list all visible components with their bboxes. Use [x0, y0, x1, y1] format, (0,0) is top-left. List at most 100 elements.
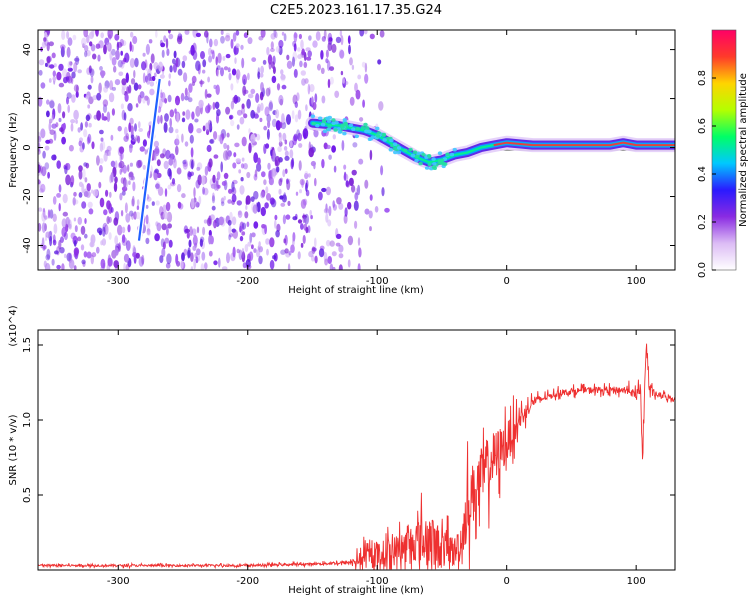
spectrogram-noise-blob: [113, 65, 117, 73]
spectrogram-noise-blob: [329, 240, 335, 247]
spectrogram-noise-blob: [267, 162, 271, 170]
meteor-track-speckle: [322, 129, 328, 133]
spectrogram-noise-blob: [299, 178, 305, 186]
spectrogram-noise-blob: [58, 117, 62, 123]
spectrogram-noise-blob: [198, 99, 204, 108]
meteor-track-speckle: [431, 165, 436, 169]
spectrogram-noise-blob: [246, 171, 251, 179]
spectrogram-noise-blob: [347, 259, 351, 268]
spectrogram-noise-blob: [255, 93, 260, 103]
spectrogram-noise-blob: [326, 144, 331, 150]
spectrogram-noise-blob: [228, 225, 232, 235]
spectrogram-noise-blob: [56, 264, 61, 270]
spectrogram-noise-blob: [303, 198, 308, 206]
spectrogram-noise-blob: [68, 259, 75, 269]
spectrogram-noise-blob: [121, 78, 127, 86]
spectrogram-noise-blob: [96, 110, 101, 121]
spectrogram-noise-blob: [109, 51, 113, 61]
spectrogram-noise-blob: [215, 180, 219, 187]
spectrogram-noise-blob: [306, 56, 312, 61]
spectrogram-noise-blob: [292, 232, 296, 242]
spectrogram-noise-blob: [66, 252, 72, 262]
spectrogram-noise-blob: [244, 244, 249, 252]
spectrogram-noise-blob: [205, 105, 211, 114]
spectrogram-noise-blob: [209, 139, 214, 144]
spectrogram-noise-blob: [339, 49, 345, 59]
spectrogram-noise-blob: [182, 159, 188, 170]
spectrogram-noise-blob: [176, 134, 180, 145]
spectrogram-noise-blob: [153, 62, 159, 70]
spectrogram-noise-blob: [332, 134, 336, 140]
spectrogram-noise-blob: [85, 50, 91, 57]
spectrogram-noise-blob: [88, 31, 94, 39]
spectrogram-noise-blob: [343, 173, 349, 182]
x-tick-label: 100: [627, 276, 646, 287]
spectrogram-noise-blob: [101, 112, 105, 121]
spectrogram-noise-blob: [173, 63, 177, 73]
spectrogram-noise-blob: [96, 155, 100, 166]
spectrogram-noise-blob: [163, 35, 167, 43]
spectrogram-noise-blob: [369, 33, 375, 40]
meteor-track-speckle: [396, 150, 402, 155]
spectrogram-noise-blob: [77, 69, 82, 74]
spectrogram-noise-blob: [161, 247, 166, 258]
spectrogram-noise-blob: [68, 144, 74, 152]
spectrogram-noise-blob: [283, 146, 288, 151]
spectrogram-noise-blob: [98, 82, 102, 94]
spectrogram-noise-blob: [100, 32, 104, 39]
spectrogram-noise-blob: [72, 197, 76, 206]
spectrogram-noise-blob: [130, 78, 136, 85]
spectrogram-noise-blob: [85, 114, 91, 122]
spectrogram-noise-blob: [184, 141, 189, 147]
spectrogram-noise-blob: [268, 100, 273, 110]
meteor-track-speckle: [342, 118, 347, 122]
spectrogram-noise-blob: [240, 163, 245, 169]
spectrogram-noise-blob: [41, 166, 47, 177]
spectrogram-noise-blob: [295, 213, 298, 220]
spectrogram-noise-blob: [300, 199, 307, 209]
spectrogram-noise-blob: [153, 140, 159, 148]
spectrogram-noise-blob: [180, 92, 185, 102]
spectrogram-noise-blob: [251, 232, 256, 238]
spectrogram-noise-blob: [103, 152, 108, 162]
spectrogram-noise-blob: [297, 109, 302, 120]
spectrogram-noise-blob: [269, 259, 275, 270]
spectrogram-noise-blob: [282, 214, 286, 225]
spectrogram-noise-blob: [114, 33, 120, 41]
spectrogram-noise-blob: [384, 207, 390, 213]
spectrogram-noise-blob: [219, 133, 224, 145]
spectrogram-noise-blob: [196, 226, 200, 234]
meteor-track-speckle: [333, 128, 338, 132]
spectrogram-noise-blob: [344, 207, 348, 217]
spectrogram-noise-blob: [111, 48, 116, 56]
spectrogram-noise-blob: [110, 207, 114, 213]
spectrogram-noise-blob: [132, 181, 136, 192]
spectrogram-noise-blob: [157, 115, 160, 125]
spectrogram-noise-blob: [226, 252, 230, 264]
spectrogram-noise-blob: [43, 37, 47, 42]
spectrogram-noise-blob: [49, 209, 54, 219]
spectrogram-noise-blob: [172, 58, 176, 65]
spectrogram-noise-blob: [111, 86, 116, 91]
spectrogram-noise-blob: [183, 72, 188, 83]
spectrogram-noise-blob: [89, 68, 95, 77]
meteor-track-speckle: [439, 158, 445, 163]
spectrogram-noise-blob: [200, 51, 205, 60]
spectrogram-noise-blob: [272, 149, 276, 159]
colorbar-ticks: 0.0 0.2 0.4 0.6 0.8: [697, 70, 716, 278]
spectrogram-noise-blob: [297, 132, 303, 142]
spectrogram-noise-blob: [49, 64, 55, 69]
spectrogram-noise-blob: [208, 234, 212, 245]
meteor-track-speckle: [412, 150, 418, 154]
spectrogram-noise-blob: [210, 183, 217, 189]
y-tick-label: 1.0: [22, 412, 33, 428]
spectrogram-noise-blob: [201, 175, 206, 186]
spectrogram-noise-blob: [92, 189, 99, 197]
spectrogram-noise-blob: [90, 44, 96, 52]
spectrogram-noise-blob: [210, 49, 215, 54]
spectrogram-noise-blob: [301, 48, 305, 56]
spectrogram-noise-blob: [60, 44, 66, 50]
spectrogram-noise-blob: [38, 69, 43, 76]
spectrogram-noise-blob: [190, 252, 194, 263]
spectrogram-noise-blob: [226, 132, 230, 138]
